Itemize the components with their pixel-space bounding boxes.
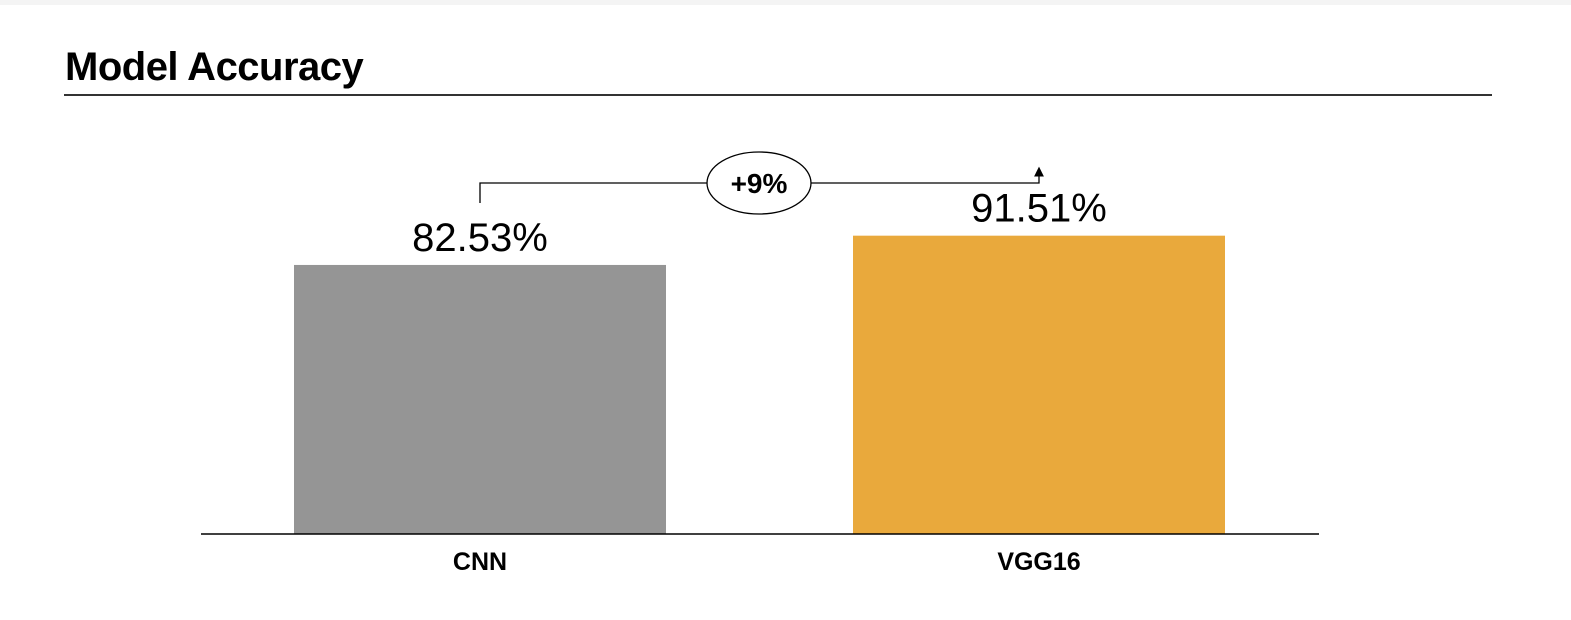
bar-vgg16	[853, 235, 1225, 534]
delta-bubble	[706, 151, 812, 215]
page-title: Model Accuracy	[65, 45, 364, 89]
title-divider	[64, 94, 1492, 96]
delta-annotation: +9%	[479, 151, 1044, 215]
value-label-cnn: 82.53%	[412, 216, 548, 260]
category-label-vgg16: VGG16	[997, 548, 1080, 576]
labels-group: 82.53% CNN 91.51% VGG16	[412, 187, 1107, 576]
bars-group	[294, 235, 1225, 534]
value-label-vgg16: 91.51%	[971, 187, 1107, 231]
category-label-cnn: CNN	[453, 548, 507, 576]
delta-label: +9%	[731, 168, 788, 199]
top-strip	[0, 0, 1571, 5]
bar-cnn	[294, 264, 666, 534]
